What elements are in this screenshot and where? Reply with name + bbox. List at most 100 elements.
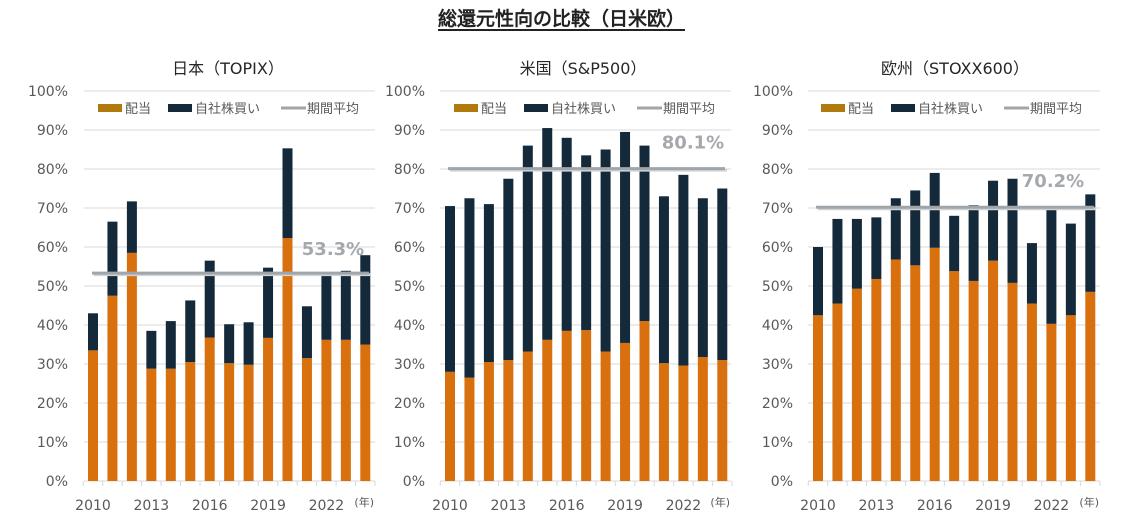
- bar-dividend[interactable]: [185, 362, 196, 481]
- bar-dividend[interactable]: [561, 330, 572, 481]
- bar-dividend[interactable]: [929, 247, 940, 481]
- bar-dividend[interactable]: [988, 260, 999, 481]
- bar-buyback[interactable]: [126, 201, 137, 253]
- bar-buyback[interactable]: [851, 218, 862, 289]
- bar-dividend[interactable]: [126, 252, 137, 481]
- bar-buyback[interactable]: [697, 198, 708, 357]
- bar-buyback[interactable]: [88, 313, 98, 351]
- bar-dividend[interactable]: [263, 337, 274, 481]
- bar-buyback[interactable]: [464, 198, 475, 378]
- bar-buyback[interactable]: [542, 128, 553, 340]
- average-label: 53.3%: [302, 239, 364, 260]
- bar-dividend[interactable]: [832, 303, 843, 481]
- bar-dividend[interactable]: [301, 358, 312, 481]
- bar-buyback[interactable]: [988, 180, 999, 261]
- bar-dividend[interactable]: [890, 259, 901, 481]
- bar-buyback[interactable]: [165, 321, 176, 369]
- bar-dividend[interactable]: [464, 377, 475, 481]
- bar-buyback[interactable]: [483, 204, 494, 363]
- bar-dividend[interactable]: [107, 295, 118, 481]
- bar-dividend[interactable]: [243, 364, 254, 481]
- bar-buyback[interactable]: [185, 300, 196, 363]
- bar-dividend[interactable]: [340, 339, 351, 481]
- bar-buyback[interactable]: [910, 190, 921, 266]
- chart-title: 米国（S&P500）: [520, 59, 647, 78]
- bar-dividend[interactable]: [1046, 323, 1057, 481]
- bar-dividend[interactable]: [678, 365, 689, 481]
- bar-buyback[interactable]: [1026, 243, 1037, 304]
- bar-dividend[interactable]: [165, 368, 176, 481]
- bar-dividend[interactable]: [483, 362, 494, 481]
- bar-buyback[interactable]: [263, 267, 274, 338]
- bar-buyback[interactable]: [340, 270, 351, 340]
- bar-buyback[interactable]: [1046, 209, 1057, 324]
- y-tick-label: 0%: [403, 474, 425, 490]
- bar-dividend[interactable]: [851, 288, 862, 481]
- bar-dividend[interactable]: [282, 238, 293, 481]
- bar-dividend[interactable]: [503, 360, 514, 481]
- y-tick-label: 90%: [762, 123, 793, 139]
- y-tick-label: 90%: [37, 123, 68, 139]
- bar-dividend[interactable]: [522, 351, 533, 481]
- bar-dividend[interactable]: [146, 368, 157, 481]
- y-tick-label: 60%: [37, 240, 68, 256]
- bar-buyback[interactable]: [890, 198, 901, 260]
- bar-buyback[interactable]: [717, 188, 728, 361]
- bar-dividend[interactable]: [658, 363, 669, 481]
- bar-buyback[interactable]: [813, 247, 823, 316]
- bar-dividend[interactable]: [1065, 315, 1076, 481]
- bar-buyback[interactable]: [1085, 194, 1096, 292]
- bar-dividend[interactable]: [910, 265, 921, 481]
- bar-dividend[interactable]: [639, 321, 650, 481]
- bar-buyback[interactable]: [360, 255, 371, 345]
- bar-buyback[interactable]: [146, 330, 157, 369]
- bar-buyback[interactable]: [600, 149, 611, 352]
- bar-dividend[interactable]: [204, 337, 215, 481]
- bar-dividend[interactable]: [581, 330, 592, 481]
- bar-buyback[interactable]: [620, 131, 631, 343]
- bar-dividend[interactable]: [542, 339, 553, 481]
- bar-buyback[interactable]: [968, 205, 979, 281]
- bar-dividend[interactable]: [697, 356, 708, 481]
- x-tick-label: 2019: [975, 498, 1011, 514]
- bar-buyback[interactable]: [1007, 178, 1018, 283]
- bar-buyback[interactable]: [1065, 223, 1076, 316]
- x-unit-label: (年): [1079, 495, 1099, 509]
- bar-buyback[interactable]: [282, 148, 293, 239]
- bar-dividend[interactable]: [949, 271, 960, 481]
- bar-buyback[interactable]: [522, 145, 533, 352]
- bar-buyback[interactable]: [658, 196, 669, 364]
- bar-dividend[interactable]: [871, 278, 882, 481]
- bar-buyback[interactable]: [639, 145, 650, 322]
- bar-dividend[interactable]: [717, 360, 728, 481]
- x-tick-label: 2016: [917, 498, 953, 514]
- bar-buyback[interactable]: [561, 137, 572, 331]
- bar-buyback[interactable]: [107, 221, 118, 296]
- bar-dividend[interactable]: [360, 344, 371, 482]
- bar-buyback[interactable]: [929, 172, 940, 248]
- bar-dividend[interactable]: [1085, 291, 1096, 481]
- bar-buyback[interactable]: [832, 218, 843, 304]
- bar-dividend[interactable]: [968, 280, 979, 481]
- bar-buyback[interactable]: [301, 306, 312, 359]
- bar-buyback[interactable]: [445, 206, 455, 372]
- bar-buyback[interactable]: [204, 260, 215, 338]
- legend-swatch-dividend: [454, 104, 478, 112]
- bar-buyback[interactable]: [871, 217, 882, 279]
- bar-dividend[interactable]: [321, 339, 332, 481]
- bar-dividend[interactable]: [88, 350, 98, 481]
- bar-buyback[interactable]: [243, 322, 254, 365]
- bar-dividend[interactable]: [600, 351, 611, 481]
- bar-buyback[interactable]: [581, 155, 592, 331]
- bar-buyback[interactable]: [678, 174, 689, 366]
- bar-dividend[interactable]: [1026, 303, 1037, 481]
- bar-buyback[interactable]: [321, 275, 332, 340]
- bar-dividend[interactable]: [1007, 282, 1018, 481]
- bar-dividend[interactable]: [445, 371, 455, 481]
- bar-buyback[interactable]: [224, 324, 235, 364]
- bar-buyback[interactable]: [949, 215, 960, 272]
- bar-buyback[interactable]: [503, 178, 514, 361]
- bar-dividend[interactable]: [813, 315, 823, 481]
- bar-dividend[interactable]: [224, 363, 235, 481]
- bar-dividend[interactable]: [620, 342, 631, 481]
